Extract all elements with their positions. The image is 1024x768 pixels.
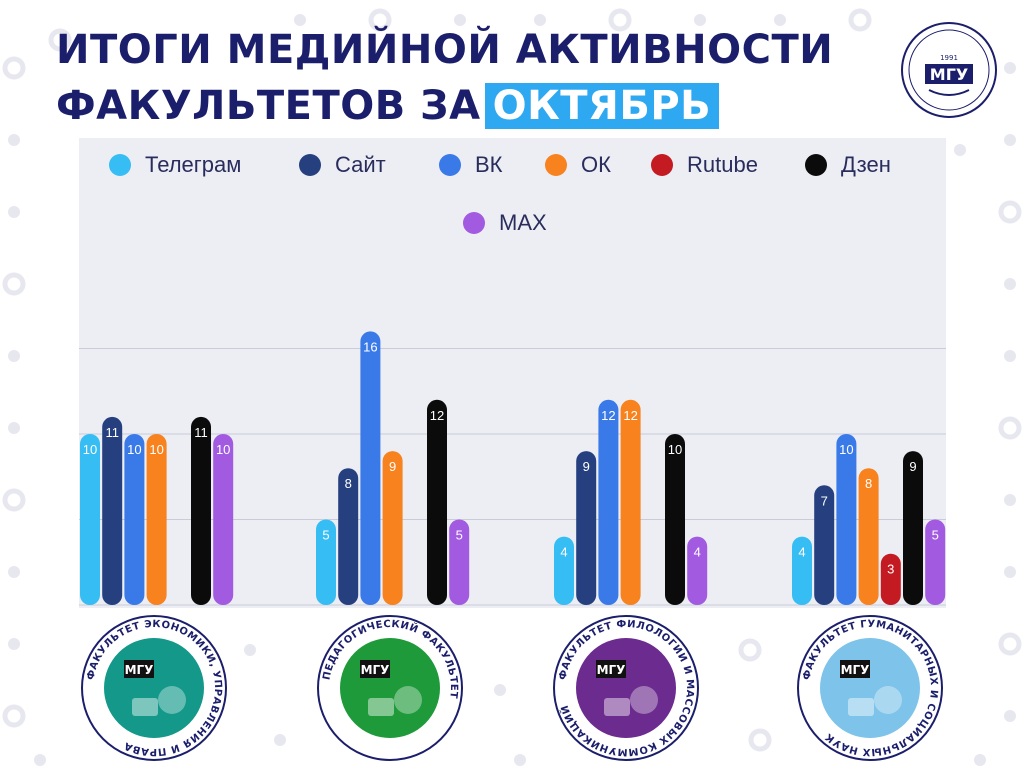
legend-item: Телеграм [109, 152, 241, 178]
bar [360, 331, 381, 605]
bar [836, 434, 857, 605]
badge-mark: МГУ [597, 663, 626, 677]
legend-swatch [545, 154, 567, 176]
data-label: 5 [932, 528, 939, 543]
month-highlight: ОКТЯБРЬ [484, 83, 720, 129]
data-label: 7 [821, 493, 828, 508]
bar [792, 536, 812, 605]
faculty-badge: ФАКУЛЬТЕТ ФИЛОЛОГИИ И МАССОВЫХ КОММУНИКА… [553, 615, 699, 761]
data-label: 10 [83, 442, 97, 457]
data-label: 10 [839, 442, 853, 457]
bar [102, 416, 123, 605]
bar-chart: 10 11 10 10 11 10 5 8 16 9 12 5 4 9 12 12 10 4 4 7 10 8 3 9 5 [79, 331, 946, 606]
category-group: 4 9 12 12 10 4 [554, 399, 708, 605]
data-label: 8 [345, 476, 352, 491]
legend-item: Дзен [805, 152, 891, 178]
badge-mark: МГУ [361, 663, 390, 677]
data-label: 4 [798, 545, 805, 560]
data-label: 11 [194, 425, 208, 440]
data-label: 4 [694, 545, 701, 560]
data-label: 9 [909, 459, 916, 474]
page-title-line-2: ФАКУЛЬТЕТОВ ЗА ОКТЯБРЬ [56, 83, 720, 129]
legend-swatch [299, 154, 321, 176]
legend-swatch [439, 154, 461, 176]
bar [814, 485, 835, 605]
page-title-line-1: ИТОГИ МЕДИЙНОЙ АКТИВНОСТИ [56, 27, 834, 73]
bar [576, 451, 597, 605]
legend-swatch [651, 154, 673, 176]
data-label: 5 [322, 528, 329, 543]
legend-item: Rutube [651, 152, 758, 178]
bar [338, 468, 359, 605]
legend-label: Телеграм [145, 152, 242, 177]
legend-label: Сайт [335, 152, 386, 177]
bar [213, 434, 234, 605]
data-label: 5 [456, 528, 463, 543]
bar [858, 468, 879, 605]
bar [427, 399, 447, 605]
data-label: 12 [623, 408, 637, 423]
legend-label: Дзен [841, 152, 891, 177]
data-label: 4 [560, 545, 567, 560]
bar [598, 399, 619, 605]
bar [665, 434, 685, 605]
legend-item: MAX [463, 210, 547, 236]
bar [124, 434, 145, 605]
bar [449, 519, 470, 605]
data-label: 11 [105, 425, 119, 440]
data-label: 10 [216, 442, 230, 457]
legend-item: ОК [545, 152, 611, 178]
bar [903, 451, 923, 605]
bar [554, 536, 574, 605]
bar [687, 536, 708, 605]
category-group: 10 11 10 10 11 10 [80, 416, 234, 605]
bar [316, 519, 336, 605]
legend-swatch [463, 212, 485, 234]
category-group: 5 8 16 9 12 5 [316, 331, 470, 605]
bar [146, 434, 167, 605]
data-label: 10 [127, 442, 141, 457]
data-label: 8 [865, 476, 872, 491]
legend-label: Rutube [687, 152, 758, 177]
gridlines [79, 348, 946, 606]
data-label: 9 [583, 459, 590, 474]
category-group: 4 7 10 8 3 9 5 [792, 434, 946, 605]
data-label: 10 [668, 442, 682, 457]
logo-text: МГУ [930, 65, 968, 84]
data-label: 12 [430, 408, 444, 423]
legend-label: ОК [581, 152, 611, 177]
bar [191, 416, 211, 605]
faculty-badge: ФАКУЛЬТЕТ ЭКОНОМИКИ, УПРАВЛЕНИЯ И ПРАВАМ… [81, 615, 227, 761]
badge-mark: МГУ [125, 663, 154, 677]
data-label: 9 [389, 459, 396, 474]
legend-item: ВК [439, 152, 503, 178]
legend-label: ВК [475, 152, 503, 177]
legend-label: MAX [499, 210, 547, 235]
bar [620, 399, 641, 605]
badge-mark: МГУ [841, 663, 870, 677]
data-label: 16 [363, 339, 377, 354]
bar [382, 451, 403, 605]
data-label: 12 [601, 408, 615, 423]
page-title-text: ФАКУЛЬТЕТОВ ЗА [56, 83, 481, 129]
bar [80, 434, 100, 605]
faculty-badge: ФАКУЛЬТЕТ ГУМАНИТАРНЫХ И СОЦИАЛЬНЫХ НАУК… [797, 615, 943, 761]
legend-swatch [109, 154, 131, 176]
university-logo: 1991 МГУ [901, 22, 997, 118]
logo-year: 1991 [940, 54, 958, 62]
legend-swatch [805, 154, 827, 176]
legend-item: Сайт [299, 152, 386, 178]
data-label: 10 [149, 442, 163, 457]
bar [925, 519, 946, 605]
data-label: 3 [887, 562, 894, 577]
bar [880, 553, 901, 605]
